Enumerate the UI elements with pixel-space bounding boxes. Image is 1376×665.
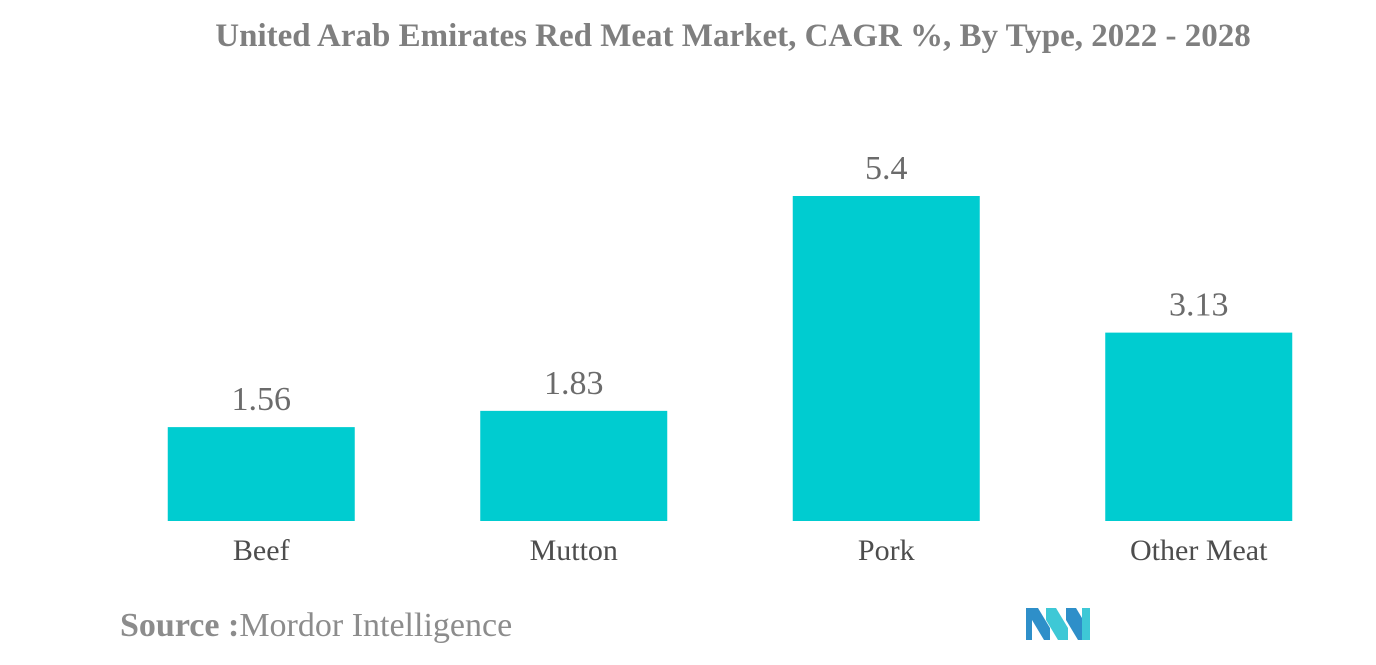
value-label-pork: 5.4 <box>865 150 908 187</box>
logo-shape-mid <box>1046 608 1068 640</box>
category-label-beef: Beef <box>233 534 290 567</box>
value-labels-group: 1.56 1.83 5.4 3.13 <box>232 150 1229 418</box>
source-label: Source : <box>120 607 240 644</box>
mordor-intelligence-logo-icon <box>1026 608 1090 640</box>
bars-group <box>167 196 1293 521</box>
logo-bar-right <box>1082 608 1090 640</box>
category-labels-group: Beef Mutton Pork Other Meat <box>233 534 1268 567</box>
value-label-beef: 1.56 <box>232 381 292 418</box>
bar-mutton <box>480 410 668 521</box>
source-credit: Source :Mordor Intelligence <box>120 607 512 645</box>
category-label-pork: Pork <box>858 534 915 567</box>
bar-chart: 1.56 1.83 5.4 3.13 Beef Mutton Pork Other Meat <box>167 150 1293 567</box>
value-label-mutton: 1.83 <box>544 365 604 402</box>
bar-pork <box>792 196 980 521</box>
logo-shape-left <box>1026 608 1050 640</box>
bar-other-meat <box>1105 332 1293 521</box>
source-text: Mordor Intelligence <box>239 607 513 644</box>
category-label-other-meat: Other Meat <box>1130 534 1268 567</box>
chart-title: United Arab Emirates Red Meat Market, CA… <box>215 18 1251 54</box>
value-label-other-meat: 3.13 <box>1169 287 1229 324</box>
bar-beef <box>167 427 355 521</box>
category-label-mutton: Mutton <box>530 534 618 567</box>
